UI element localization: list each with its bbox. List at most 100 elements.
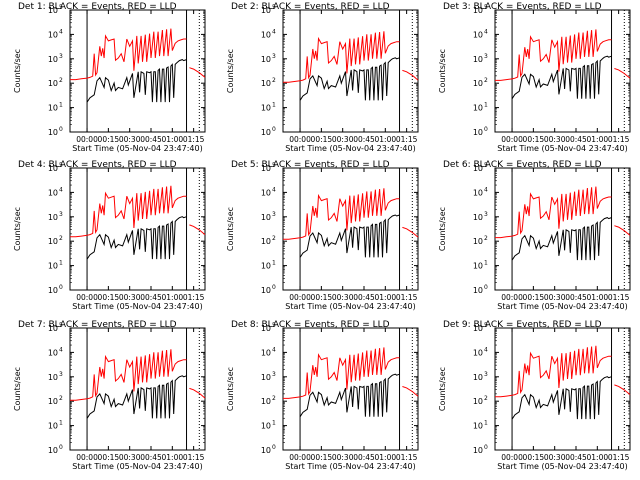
y-axis-label: Counts/sec	[226, 207, 235, 251]
y-tick-label: 10	[473, 213, 483, 222]
plot-frame	[282, 327, 419, 451]
x-tick-label: 01:00	[587, 135, 609, 144]
y-tick-label: 10	[261, 324, 271, 333]
lld-series-line	[495, 186, 612, 239]
lld-series-line	[283, 347, 400, 399]
y-tick-exponent: 1	[484, 260, 488, 267]
y-axis-label: Counts/sec	[13, 207, 22, 251]
y-tick-label: 10	[261, 79, 271, 88]
y-tick-exponent: 1	[272, 260, 276, 267]
y-tick-label: 10	[473, 55, 483, 64]
lld-series-line	[70, 349, 187, 401]
y-tick-exponent: 0	[272, 444, 276, 451]
y-tick-exponent: 5	[59, 4, 63, 11]
y-tick-label: 10	[261, 55, 271, 64]
y-tick-label: 10	[473, 373, 483, 382]
y-tick-exponent: 2	[272, 235, 276, 242]
y-tick-exponent: 1	[59, 102, 63, 109]
y-tick-label: 10	[473, 286, 483, 295]
y-tick-label: 10	[48, 286, 58, 295]
x-axis-label: Start Time (05-Nov-04 23:47:40)	[72, 462, 202, 471]
lld-series-line	[70, 28, 187, 81]
lld-series-line	[614, 225, 631, 236]
lld-series-line	[283, 188, 400, 240]
x-tick-label: 01:15	[183, 135, 205, 144]
x-tick-label: 01:00	[162, 453, 184, 462]
x-tick-label: 00:45	[140, 453, 162, 462]
detector-panel-1: Det 1: BLACK = Events, RED = LLD Counts/s…	[13, 2, 206, 153]
x-tick-label: 01:00	[587, 453, 609, 462]
y-tick-exponent: 1	[272, 420, 276, 427]
events-series-line	[511, 376, 612, 420]
y-tick-label: 10	[261, 237, 271, 246]
lld-series-line	[70, 185, 187, 238]
x-axis-label: Start Time (05-Nov-04 23:47:40)	[285, 144, 415, 153]
y-tick-exponent: 3	[59, 53, 63, 60]
plot-frame	[69, 167, 206, 291]
y-tick-exponent: 3	[484, 371, 488, 378]
y-tick-label: 10	[261, 397, 271, 406]
y-tick-label: 10	[48, 128, 58, 137]
y-tick-label: 10	[473, 164, 483, 173]
y-tick-label: 10	[473, 128, 483, 137]
y-tick-exponent: 0	[272, 284, 276, 291]
y-tick-exponent: 3	[484, 53, 488, 60]
x-tick-label: 00:45	[565, 135, 587, 144]
y-tick-label: 10	[261, 104, 271, 113]
x-tick-label: 01:15	[608, 293, 630, 302]
x-tick-label: 00:45	[140, 135, 162, 144]
detector-panel-2: Det 2: BLACK = Events, RED = LLD Counts/s…	[226, 2, 419, 153]
y-tick-exponent: 0	[59, 126, 63, 133]
x-tick-label: 00:45	[353, 135, 375, 144]
y-tick-label: 10	[261, 422, 271, 431]
y-tick-exponent: 0	[484, 444, 488, 451]
y-tick-label: 10	[473, 79, 483, 88]
x-tick-label: 00:15	[311, 453, 333, 462]
plot-frame	[494, 9, 631, 133]
x-tick-label: 01:15	[183, 453, 205, 462]
y-tick-exponent: 2	[484, 77, 488, 84]
events-series-line	[86, 216, 187, 260]
lld-series-line	[189, 67, 206, 78]
detector-panel-8: Det 8: BLACK = Events, RED = LLD Counts/s…	[226, 320, 419, 471]
y-tick-exponent: 4	[272, 28, 276, 35]
y-tick-exponent: 3	[484, 211, 488, 218]
events-series-line	[511, 55, 612, 99]
x-tick-label: 00:15	[98, 135, 120, 144]
x-tick-label: 01:15	[396, 293, 418, 302]
y-tick-label: 10	[261, 213, 271, 222]
x-tick-label: 01:15	[608, 453, 630, 462]
panel-title: Det 8: BLACK = Events, RED = LLD	[231, 320, 390, 330]
x-axis-label: Start Time (05-Nov-04 23:47:40)	[497, 462, 627, 471]
x-axis-label: Start Time (05-Nov-04 23:47:40)	[285, 462, 415, 471]
x-tick-label: 00:30	[119, 453, 141, 462]
y-tick-exponent: 4	[272, 346, 276, 353]
x-tick-label: 01:00	[375, 293, 397, 302]
x-tick-label: 00:45	[353, 453, 375, 462]
y-tick-label: 10	[261, 188, 271, 197]
y-tick-exponent: 3	[272, 211, 276, 218]
y-tick-label: 10	[261, 262, 271, 271]
y-tick-label: 10	[48, 6, 58, 15]
y-tick-label: 10	[261, 286, 271, 295]
y-tick-exponent: 2	[484, 235, 488, 242]
lld-series-line	[402, 69, 419, 81]
plot-frame	[494, 327, 631, 451]
x-tick-label: 00:15	[523, 293, 545, 302]
x-tick-label: 00:15	[311, 293, 333, 302]
y-axis-label: Counts/sec	[226, 367, 235, 411]
x-tick-label: 00:15	[311, 135, 333, 144]
y-tick-label: 10	[48, 373, 58, 382]
y-tick-exponent: 2	[59, 395, 63, 402]
y-tick-label: 10	[48, 188, 58, 197]
y-axis-label: Counts/sec	[13, 49, 22, 93]
y-tick-exponent: 2	[272, 395, 276, 402]
x-tick-label: 01:00	[375, 135, 397, 144]
lld-series-line	[402, 226, 419, 238]
y-tick-label: 10	[261, 446, 271, 455]
y-tick-label: 10	[261, 30, 271, 39]
y-tick-label: 10	[48, 164, 58, 173]
panel-title: Det 6: BLACK = Events, RED = LLD	[443, 160, 602, 170]
y-tick-label: 10	[48, 79, 58, 88]
